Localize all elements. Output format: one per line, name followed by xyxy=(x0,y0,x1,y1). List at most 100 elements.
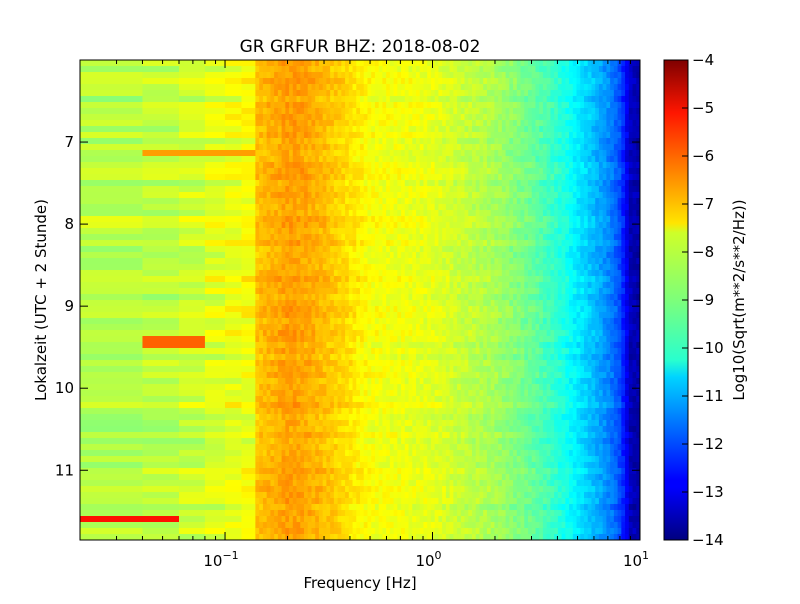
heatmap-cell xyxy=(498,276,503,283)
heatmap-cell xyxy=(274,306,279,313)
heatmap-cell xyxy=(468,144,473,151)
heatmap-cell xyxy=(535,324,540,331)
heatmap-cell xyxy=(262,174,268,181)
heatmap-cell xyxy=(204,288,226,295)
heatmap-cell xyxy=(453,114,458,121)
heatmap-cell xyxy=(333,246,339,253)
heatmap-cell xyxy=(307,234,313,241)
heatmap-cell xyxy=(326,102,331,109)
heatmap-cell xyxy=(442,288,447,295)
heatmap-cell xyxy=(277,78,283,85)
heatmap-cell xyxy=(300,252,305,259)
heatmap-cell xyxy=(457,180,462,187)
heatmap-cell xyxy=(565,276,570,283)
heatmap-cell xyxy=(330,234,335,241)
heatmap-cell xyxy=(337,222,342,229)
heatmap-cell xyxy=(628,102,634,109)
heatmap-cell xyxy=(262,198,268,205)
heatmap-cell xyxy=(576,84,581,91)
heatmap-cell xyxy=(602,294,607,301)
heatmap-cell xyxy=(408,300,413,307)
heatmap-cell xyxy=(516,90,522,97)
heatmap-cell xyxy=(468,132,473,139)
heatmap-cell xyxy=(531,168,537,175)
heatmap-cell xyxy=(401,78,406,85)
heatmap-cell xyxy=(296,78,301,85)
heatmap-cell xyxy=(602,90,607,97)
heatmap-cell xyxy=(524,186,529,193)
heatmap-cell xyxy=(449,150,454,157)
heatmap-cell xyxy=(524,276,529,283)
heatmap-cell xyxy=(625,120,630,127)
heatmap-cell xyxy=(416,174,421,181)
heatmap-cell xyxy=(412,192,417,199)
heatmap-cell xyxy=(352,156,357,163)
heatmap-cell xyxy=(546,246,551,253)
heatmap-cell xyxy=(550,84,555,91)
heatmap-cell xyxy=(486,300,492,307)
heatmap-cell xyxy=(610,180,615,187)
heatmap-cell xyxy=(304,270,309,277)
heatmap-cell xyxy=(539,138,544,145)
heatmap-cell xyxy=(241,186,256,193)
heatmap-cell xyxy=(610,162,615,169)
heatmap-cell xyxy=(617,210,622,217)
heatmap-cell xyxy=(621,204,626,211)
heatmap-cell xyxy=(445,138,451,145)
heatmap-cell xyxy=(315,210,320,217)
heatmap-cell xyxy=(348,162,354,169)
heatmap-cell xyxy=(430,150,436,157)
heatmap-cell xyxy=(204,270,226,277)
heatmap-cell xyxy=(613,228,619,235)
heatmap-cell xyxy=(584,72,589,79)
heatmap-cell xyxy=(636,126,640,133)
heatmap-cell xyxy=(445,282,451,289)
heatmap-cell xyxy=(266,240,271,247)
heatmap-cell xyxy=(520,90,525,97)
heatmap-cell xyxy=(636,324,640,331)
heatmap-cell xyxy=(498,192,503,199)
heatmap-cell xyxy=(587,102,593,109)
heatmap-cell xyxy=(311,60,316,67)
heatmap-cell xyxy=(241,294,256,301)
heatmap-cell xyxy=(374,78,380,85)
heatmap-cell xyxy=(550,168,555,175)
heatmap-cell xyxy=(419,222,425,229)
heatmap-cell xyxy=(241,156,256,163)
heatmap-cell xyxy=(274,150,279,157)
heatmap-cell xyxy=(621,234,626,241)
heatmap-cell xyxy=(445,234,451,241)
heatmap-cell xyxy=(457,282,462,289)
heatmap-cell xyxy=(572,276,578,283)
heatmap-cell xyxy=(595,90,600,97)
heatmap-cell xyxy=(535,102,540,109)
heatmap-cell xyxy=(457,234,462,241)
heatmap-cell xyxy=(621,318,626,325)
heatmap-cell xyxy=(486,228,492,235)
heatmap-cell xyxy=(516,96,522,103)
heatmap-cell xyxy=(371,240,376,247)
heatmap-cell xyxy=(501,132,507,139)
heatmap-cell xyxy=(378,312,383,319)
heatmap-cell xyxy=(576,318,581,325)
heatmap-cell xyxy=(632,72,637,79)
heatmap-cell xyxy=(576,78,581,85)
heatmap-cell xyxy=(595,84,600,91)
heatmap-cell xyxy=(270,156,275,163)
heatmap-cell xyxy=(565,138,570,145)
heatmap-cell xyxy=(572,246,578,253)
heatmap-cell xyxy=(561,120,566,127)
heatmap-cell xyxy=(416,168,421,175)
heatmap-cell xyxy=(371,282,376,289)
heatmap-cell xyxy=(337,126,342,133)
heatmap-cell xyxy=(561,126,566,133)
heatmap-cell xyxy=(501,84,507,91)
heatmap-cell xyxy=(292,318,298,325)
heatmap-cell xyxy=(281,108,286,115)
heatmap-cell xyxy=(292,192,298,199)
heatmap-cell xyxy=(330,228,335,235)
heatmap-cell xyxy=(423,204,428,211)
heatmap-cell xyxy=(401,306,406,313)
heatmap-cell xyxy=(546,138,551,145)
heatmap-cell xyxy=(501,144,507,151)
